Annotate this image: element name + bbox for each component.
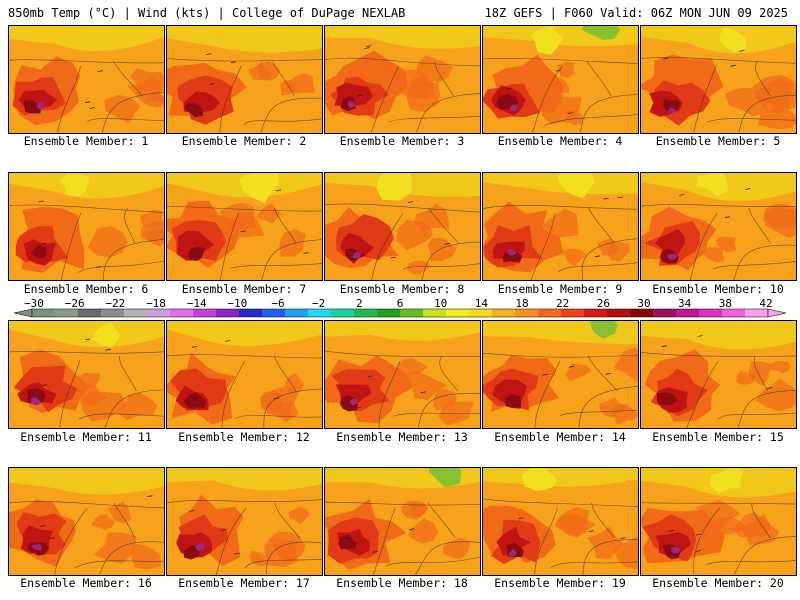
ensemble-member-caption: Ensemble Member: 6 <box>23 282 149 296</box>
ensemble-member-map <box>482 467 639 576</box>
colorbar-bin <box>400 309 424 317</box>
ensemble-member-map <box>324 25 481 134</box>
colorbar-bin <box>492 309 516 317</box>
colorbar-tick-label: −6 <box>271 297 285 310</box>
ensemble-member-caption: Ensemble Member: 18 <box>336 576 468 590</box>
colorbar-low-arrow <box>13 308 33 318</box>
ensemble-member-map <box>640 172 797 281</box>
ensemble-member-caption: Ensemble Member: 19 <box>494 576 626 590</box>
colorbar-tick-label: −14 <box>186 297 207 310</box>
colorbar-bin <box>515 309 539 317</box>
colorbar-high-arrow <box>767 308 787 318</box>
ensemble-member-caption: Ensemble Member: 4 <box>497 134 623 148</box>
colorbar-bin <box>630 309 654 317</box>
ensemble-member-map <box>166 320 323 429</box>
colorbar-bin <box>584 309 608 317</box>
colorbar-tick-label: 6 <box>396 297 404 310</box>
colorbar-bin <box>423 309 447 317</box>
ensemble-member-map <box>482 172 639 281</box>
ensemble-member-map <box>166 467 323 576</box>
ensemble-member-caption: Ensemble Member: 17 <box>178 576 310 590</box>
ensemble-member-caption: Ensemble Member: 10 <box>652 282 784 296</box>
colorbar-tick-label: 14 <box>474 297 488 310</box>
run-valid-time: 18Z GEFS | F060 Valid: 06Z MON JUN 09 20… <box>484 6 788 20</box>
ensemble-member-map <box>640 467 797 576</box>
colorbar-bin <box>699 309 723 317</box>
colorbar-tick-label: 22 <box>556 297 570 310</box>
colorbar-bin <box>193 309 217 317</box>
ensemble-member-map <box>482 320 639 429</box>
colorbar-bin <box>377 309 401 317</box>
ensemble-member-map <box>640 25 797 134</box>
ensemble-member-map <box>324 320 481 429</box>
ensemble-member-map <box>8 320 165 429</box>
ensemble-member-caption: Ensemble Member: 1 <box>23 134 149 148</box>
ensemble-member-caption: Ensemble Member: 2 <box>181 134 307 148</box>
ensemble-member-map <box>324 467 481 576</box>
colorbar-bin <box>653 309 677 317</box>
temperature-colorbar <box>13 308 787 318</box>
colorbar-bin <box>216 309 240 317</box>
ensemble-member-map <box>166 25 323 134</box>
colorbar-tick-label: −30 <box>24 297 44 310</box>
chart-title: 850mb Temp (°C) | Wind (kts) | College o… <box>8 6 406 20</box>
colorbar-bin <box>78 309 102 317</box>
colorbar-bin <box>446 309 470 317</box>
colorbar-bin <box>331 309 355 317</box>
colorbar-bin <box>32 309 56 317</box>
ensemble-member-map <box>482 25 639 134</box>
ensemble-member-map <box>8 172 165 281</box>
ensemble-member-caption: Ensemble Member: 9 <box>497 282 623 296</box>
colorbar-bin <box>55 309 79 317</box>
colorbar-bin <box>124 309 148 317</box>
colorbar-tick-label: −10 <box>227 297 248 310</box>
ensemble-member-map <box>166 172 323 281</box>
colorbar-tick-label: 18 <box>515 297 529 310</box>
colorbar-bin <box>285 309 309 317</box>
ensemble-member-caption: Ensemble Member: 8 <box>339 282 465 296</box>
colorbar-tick-label: 38 <box>718 297 732 310</box>
colorbar-tick-label: 2 <box>356 297 363 310</box>
colorbar-bin <box>308 309 332 317</box>
colorbar-tick-label: 42 <box>759 297 773 310</box>
colorbar-tick-label: −2 <box>312 297 326 310</box>
colorbar-bin <box>676 309 700 317</box>
ensemble-member-map <box>8 467 165 576</box>
ensemble-member-caption: Ensemble Member: 11 <box>20 430 152 444</box>
colorbar-tick-label: 26 <box>596 297 610 310</box>
colorbar-bin <box>239 309 263 317</box>
colorbar-bin <box>745 309 769 317</box>
ensemble-member-map <box>640 320 797 429</box>
ensemble-member-caption: Ensemble Member: 12 <box>178 430 310 444</box>
colorbar-bin <box>607 309 631 317</box>
colorbar-bin <box>354 309 378 317</box>
colorbar-bin <box>262 309 286 317</box>
colorbar-tick-label: −26 <box>64 297 85 310</box>
colorbar-tick-label: 30 <box>637 297 651 310</box>
ensemble-member-caption: Ensemble Member: 14 <box>494 430 626 444</box>
ensemble-member-caption: Ensemble Member: 15 <box>652 430 784 444</box>
colorbar-tick-label: −22 <box>105 297 126 310</box>
ensemble-member-caption: Ensemble Member: 5 <box>655 134 781 148</box>
ensemble-member-caption: Ensemble Member: 7 <box>181 282 307 296</box>
colorbar-tick-label: 10 <box>434 297 448 310</box>
ensemble-member-map <box>324 172 481 281</box>
colorbar-bin <box>469 309 493 317</box>
ensemble-member-caption: Ensemble Member: 20 <box>652 576 784 590</box>
ensemble-member-caption: Ensemble Member: 16 <box>20 576 152 590</box>
colorbar-tick-label: −18 <box>146 297 166 310</box>
colorbar-bin <box>147 309 171 317</box>
colorbar-bin <box>722 309 746 317</box>
ensemble-member-caption: Ensemble Member: 3 <box>339 134 465 148</box>
ensemble-member-map <box>8 25 165 134</box>
colorbar-bin <box>101 309 125 317</box>
ensemble-member-caption: Ensemble Member: 13 <box>336 430 468 444</box>
colorbar-bin <box>561 309 585 317</box>
colorbar-tick-label: 34 <box>678 297 692 310</box>
colorbar-bin <box>170 309 194 317</box>
colorbar-bin <box>538 309 562 317</box>
